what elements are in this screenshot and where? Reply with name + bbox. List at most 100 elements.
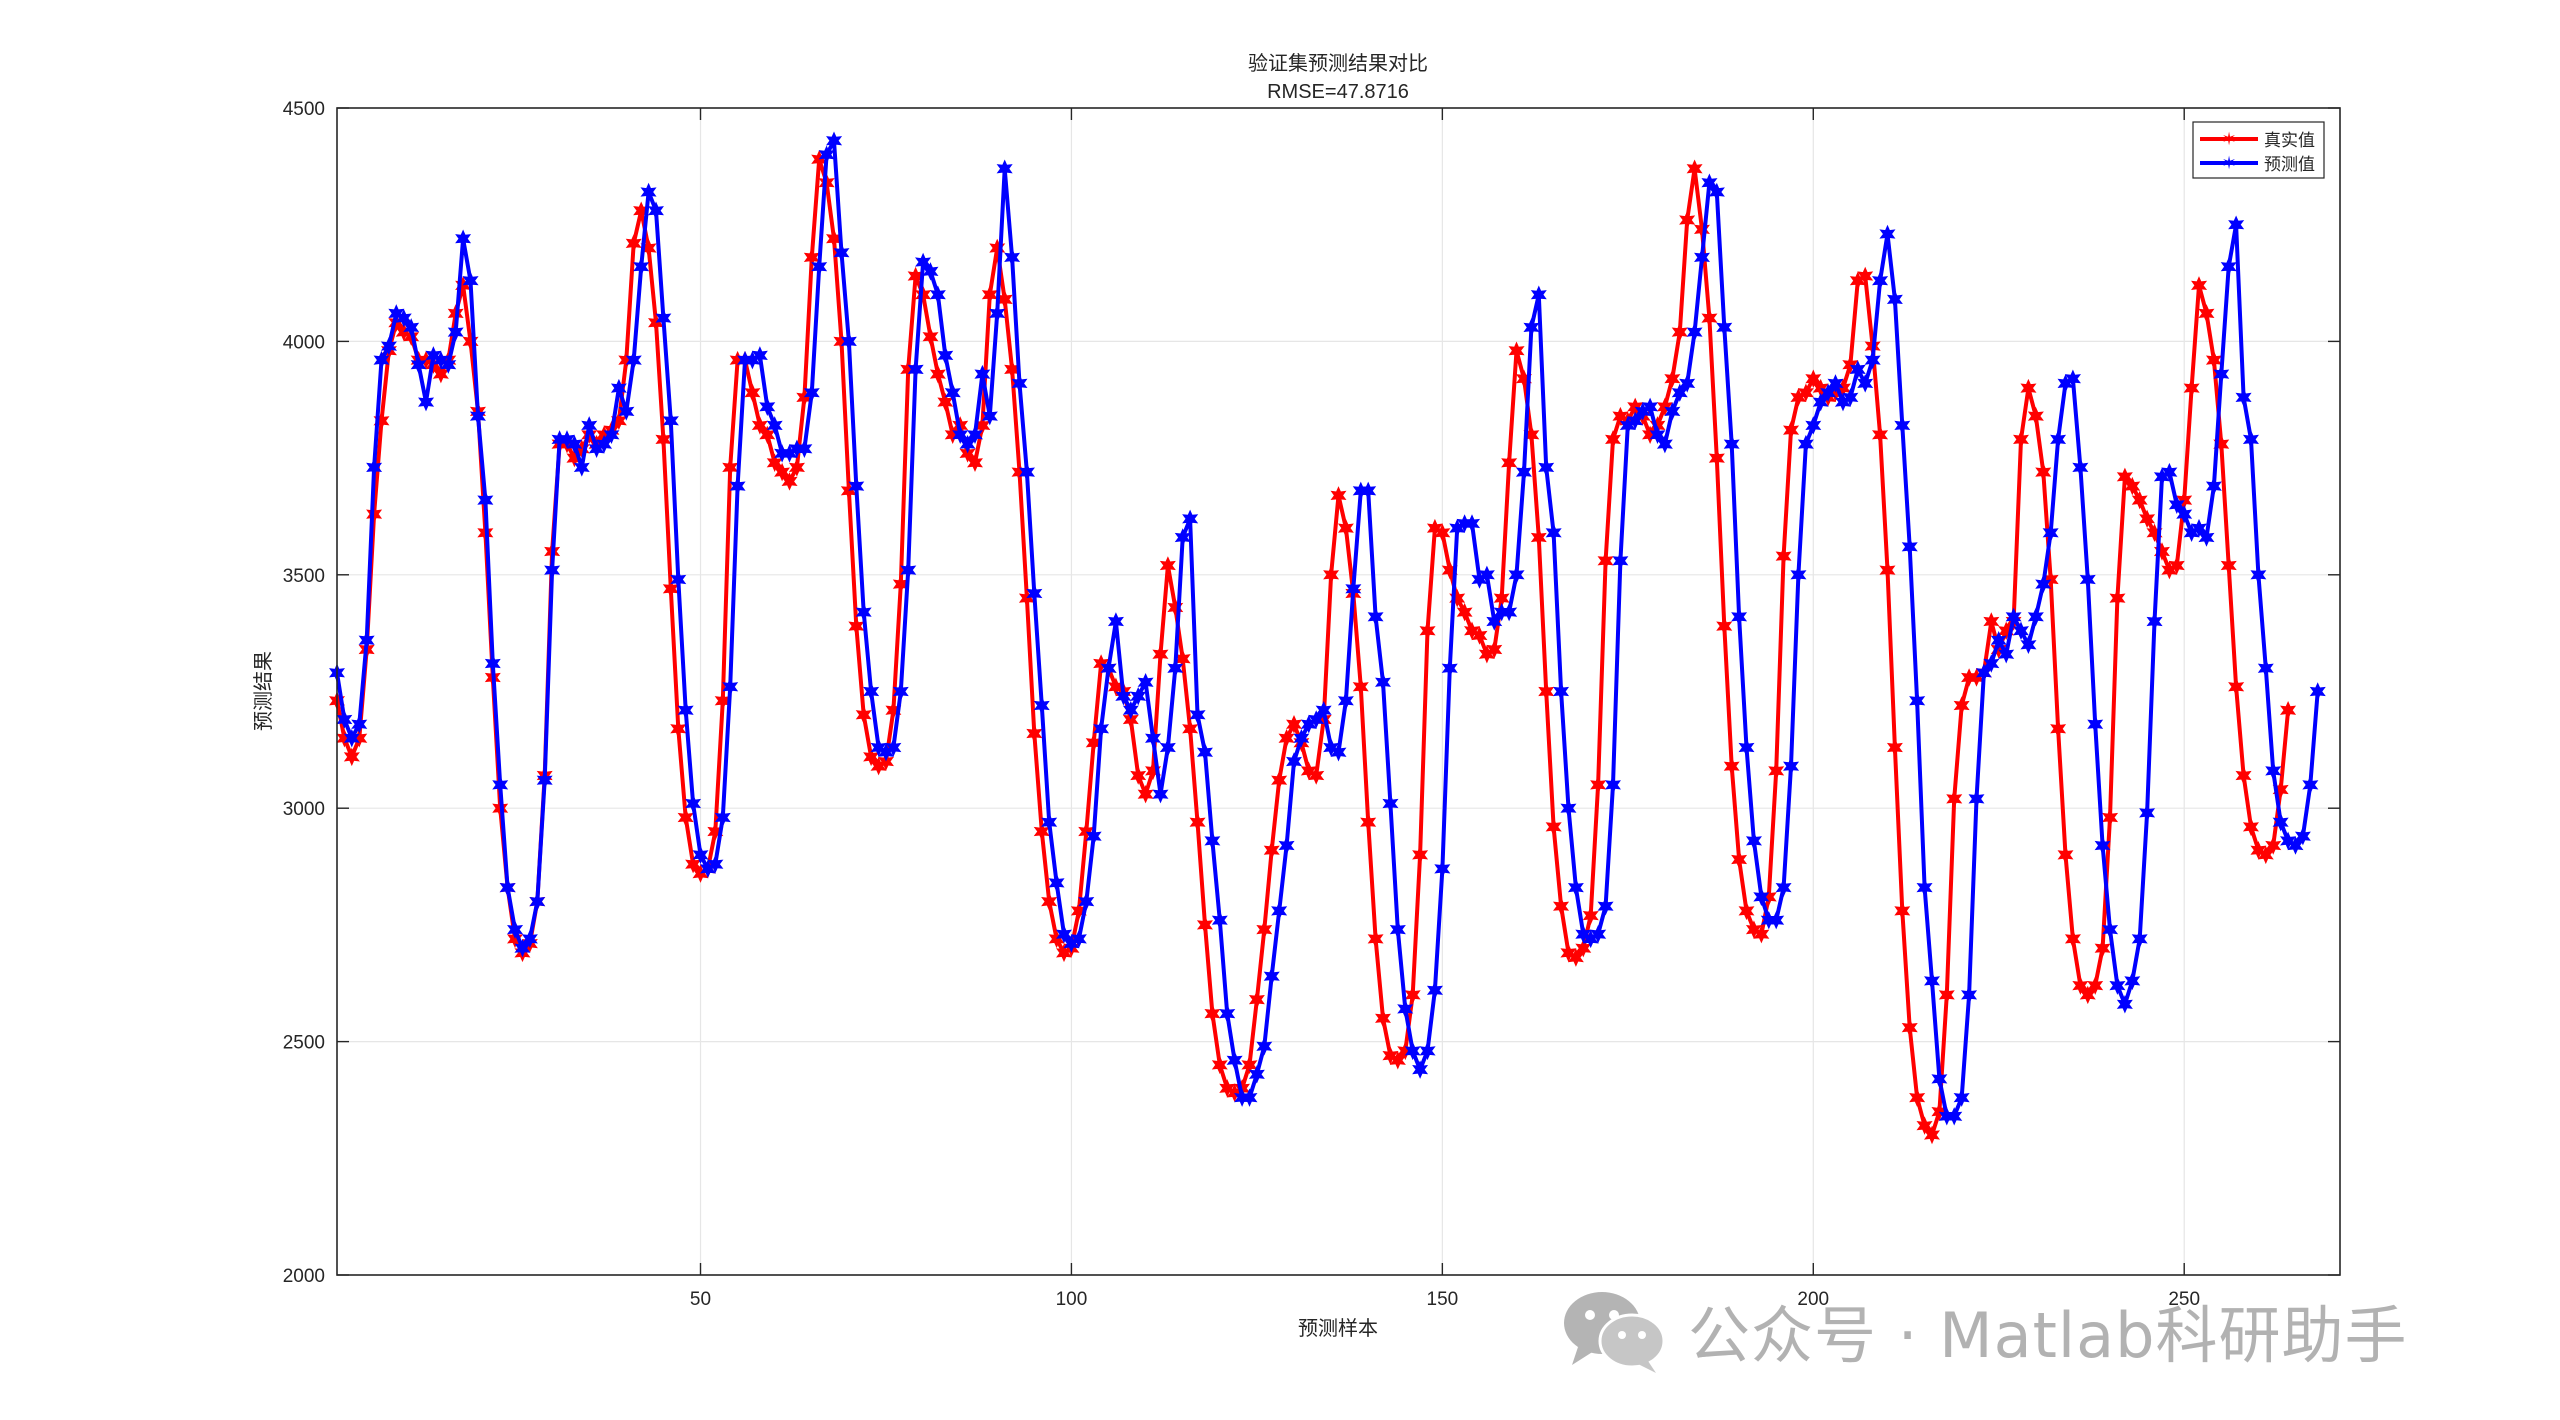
data-point-pred <box>766 416 783 435</box>
data-point-true <box>2087 976 2104 995</box>
data-point-true <box>1871 425 1889 445</box>
data-point-pred <box>670 570 687 589</box>
data-point-true <box>1909 1088 1926 1107</box>
data-point-true <box>1738 901 1755 921</box>
data-point-pred <box>1924 971 1940 991</box>
data-point-pred <box>1790 565 1807 585</box>
series-line-pred <box>335 138 2320 1119</box>
data-point-pred <box>1983 654 2000 673</box>
data-point-true <box>1404 985 1421 1005</box>
data-point-pred <box>343 728 360 748</box>
data-point-pred <box>907 360 924 379</box>
x-tick-label: 50 <box>690 1289 711 1310</box>
data-point-true <box>1716 616 1733 636</box>
data-point-pred <box>707 854 724 874</box>
data-point-true <box>959 444 976 463</box>
data-point-pred <box>2250 565 2267 585</box>
data-point-pred <box>618 402 635 421</box>
y-tick-label: 4000 <box>283 332 325 353</box>
data-point-true <box>1219 1079 1236 1098</box>
data-point-pred <box>1960 985 1978 1005</box>
data-point-true <box>1419 621 1436 641</box>
data-point-true <box>989 238 1006 258</box>
data-point-true <box>2094 938 2111 958</box>
data-point-pred <box>1293 728 1310 748</box>
data-point-pred <box>1426 981 1444 1000</box>
data-point-pred <box>1271 901 1288 921</box>
data-point-true <box>1256 920 1273 939</box>
data-point-pred <box>1330 742 1347 762</box>
data-point-true <box>751 416 768 435</box>
data-point-pred <box>1998 644 2015 664</box>
data-point-true <box>1990 640 2007 659</box>
data-point-pred <box>1397 999 1414 1019</box>
data-point-pred <box>1641 397 1659 417</box>
data-point-pred <box>1182 509 1199 529</box>
data-point-pred <box>2228 215 2245 234</box>
data-point-true <box>1842 355 1859 374</box>
data-point-true <box>1805 369 1822 388</box>
y-tick-label: 3000 <box>283 799 325 820</box>
data-point-true <box>2102 808 2119 827</box>
data-point-pred <box>914 252 932 272</box>
data-point-pred <box>1708 182 1725 202</box>
data-point-pred <box>462 271 479 290</box>
data-point-true <box>1204 1004 1221 1023</box>
data-point-pred <box>1530 285 1547 304</box>
data-point-pred <box>1070 929 1087 949</box>
data-point-true <box>1731 850 1748 869</box>
data-point-true <box>2213 434 2230 454</box>
data-point-pred <box>1968 789 1985 809</box>
data-point-pred <box>1382 794 1399 813</box>
data-point-pred <box>2005 607 2022 627</box>
data-point-pred <box>1515 462 1532 482</box>
data-point-pred <box>1886 290 1903 309</box>
data-point-pred <box>1337 691 1354 711</box>
data-point-true <box>1552 896 1570 916</box>
data-point-pred <box>507 920 524 939</box>
y-tick-label: 2000 <box>283 1266 325 1287</box>
data-point-pred <box>366 458 383 477</box>
data-point-pred <box>1056 924 1072 944</box>
data-point-pred <box>1560 798 1577 818</box>
data-point-pred <box>1605 775 1621 795</box>
data-point-pred <box>885 738 902 757</box>
data-point-pred <box>2087 714 2104 734</box>
data-point-pred <box>1115 686 1132 706</box>
data-point-pred <box>981 406 998 426</box>
data-point-pred <box>2042 523 2059 543</box>
series-group <box>329 131 2326 1145</box>
data-point-pred <box>358 630 375 650</box>
data-point-pred <box>1842 388 1859 407</box>
data-point-pred <box>1901 537 1918 557</box>
data-point-true <box>1545 817 1562 837</box>
data-point-pred <box>403 318 420 337</box>
data-point-pred <box>759 397 776 417</box>
data-point-true <box>2072 976 2089 995</box>
data-point-pred <box>610 378 627 398</box>
data-point-pred <box>633 257 650 276</box>
data-point-true <box>1330 486 1347 505</box>
data-point-true <box>1434 523 1451 543</box>
data-point-true <box>462 332 479 351</box>
data-point-pred <box>751 346 768 365</box>
data-point-pred <box>870 738 887 757</box>
data-point-true <box>1159 556 1176 575</box>
data-point-true <box>1352 677 1369 697</box>
data-point-pred <box>1152 784 1169 804</box>
data-point-true <box>1323 565 1340 585</box>
data-point-pred <box>1360 481 1377 501</box>
data-point-pred <box>1196 742 1213 762</box>
data-point-pred <box>1093 719 1110 739</box>
data-point-true <box>781 472 798 491</box>
data-point-pred <box>1501 602 1518 622</box>
data-point-true <box>1797 383 1814 402</box>
data-point-true <box>1708 448 1725 468</box>
data-point-true <box>1122 710 1139 729</box>
data-point-pred <box>1827 374 1844 393</box>
data-point-true <box>1768 761 1785 781</box>
data-point-pred <box>2102 920 2119 939</box>
data-point-true <box>2124 476 2141 496</box>
data-point-pred <box>2272 812 2289 832</box>
x-tick-label: 200 <box>1797 1289 1829 1310</box>
